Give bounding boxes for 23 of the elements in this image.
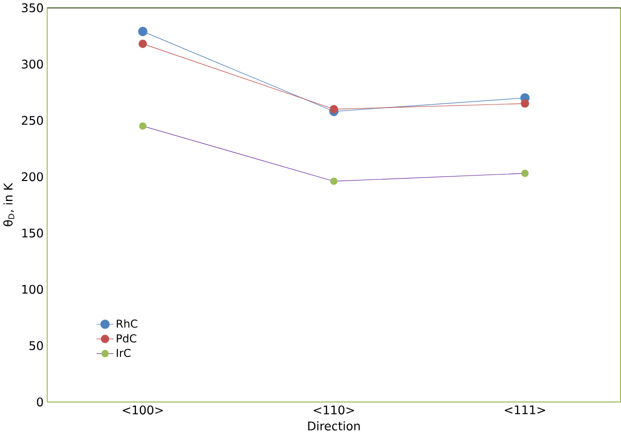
y-tick-label: 150 — [22, 228, 43, 238]
point — [139, 122, 146, 130]
legend-label: IrC — [116, 348, 130, 358]
y-tick-label: 300 — [22, 60, 43, 69]
y-tick-label: 200 — [22, 172, 43, 182]
legend-label: RhC — [116, 319, 138, 328]
y-tick-label: 250 — [22, 116, 43, 126]
point — [521, 170, 529, 178]
y-tick-label: 50 — [30, 341, 43, 350]
point — [330, 105, 338, 114]
x-tick-label: <110> — [314, 406, 354, 415]
point — [330, 178, 338, 186]
y-tick-label: 100 — [22, 284, 43, 294]
y-axis-title: θ$_{D}$, in K — [3, 182, 14, 226]
y-tick-label: 0 — [36, 398, 43, 407]
point — [138, 26, 148, 36]
x-axis-title: Direction — [308, 421, 360, 431]
point — [520, 99, 530, 108]
legend-label: PdC — [116, 334, 136, 343]
y-tick-label: 350 — [22, 3, 43, 12]
x-tick-label: <111> — [504, 406, 546, 414]
x-tick-label: <100> — [122, 406, 163, 415]
point — [138, 40, 147, 48]
